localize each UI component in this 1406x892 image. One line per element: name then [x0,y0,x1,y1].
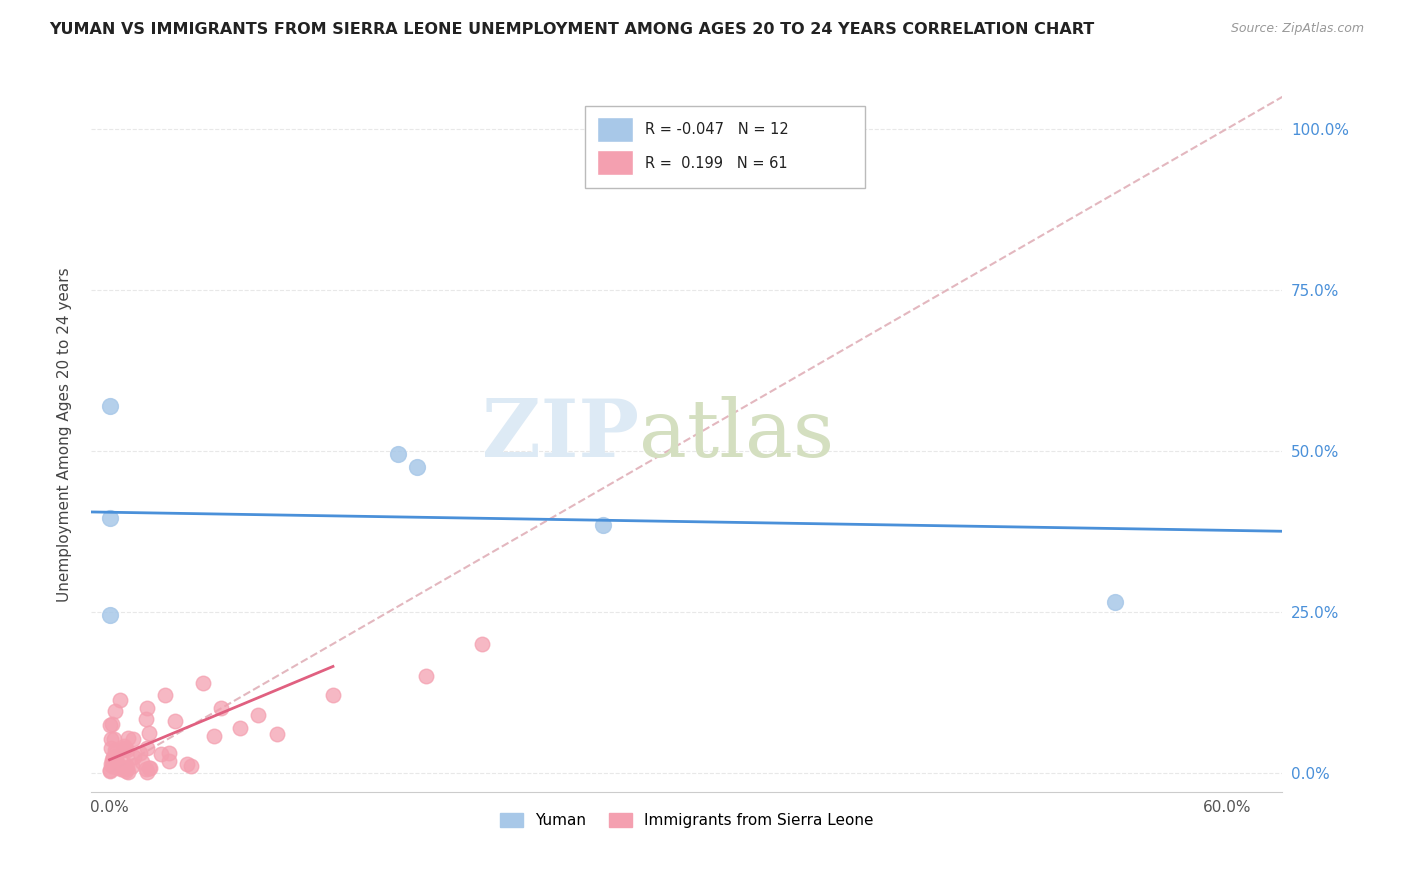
Point [139,760,162,774]
Point [209,701,232,715]
Point [115,762,138,776]
Point [138,725,160,739]
Point [592,517,614,532]
Text: atlas: atlas [640,396,834,474]
Point [266,727,288,741]
Point [105,758,128,772]
Text: YUMAN VS IMMIGRANTS FROM SIERRA LEONE UNEMPLOYMENT AMONG AGES 20 TO 24 YEARS COR: YUMAN VS IMMIGRANTS FROM SIERRA LEONE UN… [49,22,1094,37]
Legend: Yuman, Immigrants from Sierra Leone: Yuman, Immigrants from Sierra Leone [494,807,880,834]
Point [112,739,135,754]
Point [157,754,180,768]
Point [247,707,270,722]
Point [415,669,437,683]
Point [202,729,225,743]
Point [112,741,135,756]
Point [110,761,132,775]
Point [129,746,152,760]
Point [108,693,131,707]
Point [176,757,198,772]
Point [191,675,214,690]
Point [117,760,139,774]
Point [163,714,186,728]
Point [180,759,202,773]
Point [114,756,136,771]
Point [101,753,124,767]
Point [104,705,127,719]
Text: Source: ZipAtlas.com: Source: ZipAtlas.com [1230,22,1364,36]
FancyBboxPatch shape [598,151,633,176]
Point [101,717,124,731]
Text: R =  0.199   N = 61: R = 0.199 N = 61 [645,156,787,170]
FancyBboxPatch shape [598,117,633,142]
Point [157,746,180,760]
Point [101,750,124,764]
Point [105,750,128,764]
Point [124,750,146,764]
Text: R = -0.047   N = 12: R = -0.047 N = 12 [645,122,789,137]
Point [135,762,157,776]
Point [100,732,122,747]
Point [103,731,125,746]
Point [104,760,127,774]
Point [104,751,127,765]
Point [104,743,127,757]
Point [322,689,344,703]
Point [136,741,159,756]
Point [135,701,157,715]
Point [115,743,138,757]
Point [117,765,139,780]
Point [98,399,121,413]
Point [471,637,494,651]
Point [100,741,122,756]
Text: ZIP: ZIP [482,396,640,474]
Point [149,747,172,762]
Point [98,718,121,732]
Point [387,447,409,461]
Point [100,757,122,772]
Point [121,731,143,746]
Point [136,764,159,779]
Point [229,721,252,735]
Point [121,759,143,773]
Point [138,761,160,775]
Point [98,607,121,622]
Point [405,459,427,474]
Point [98,764,121,778]
Point [155,689,177,703]
Point [1104,595,1126,609]
Point [110,763,132,777]
Point [117,731,139,745]
FancyBboxPatch shape [585,106,866,188]
Point [135,712,157,726]
Point [98,764,121,778]
Point [107,755,129,769]
Point [114,742,136,756]
Y-axis label: Unemployment Among Ages 20 to 24 years: Unemployment Among Ages 20 to 24 years [58,268,72,602]
Point [115,764,138,778]
Point [100,758,122,772]
Point [105,746,128,760]
Point [98,511,121,525]
Point [131,756,153,770]
